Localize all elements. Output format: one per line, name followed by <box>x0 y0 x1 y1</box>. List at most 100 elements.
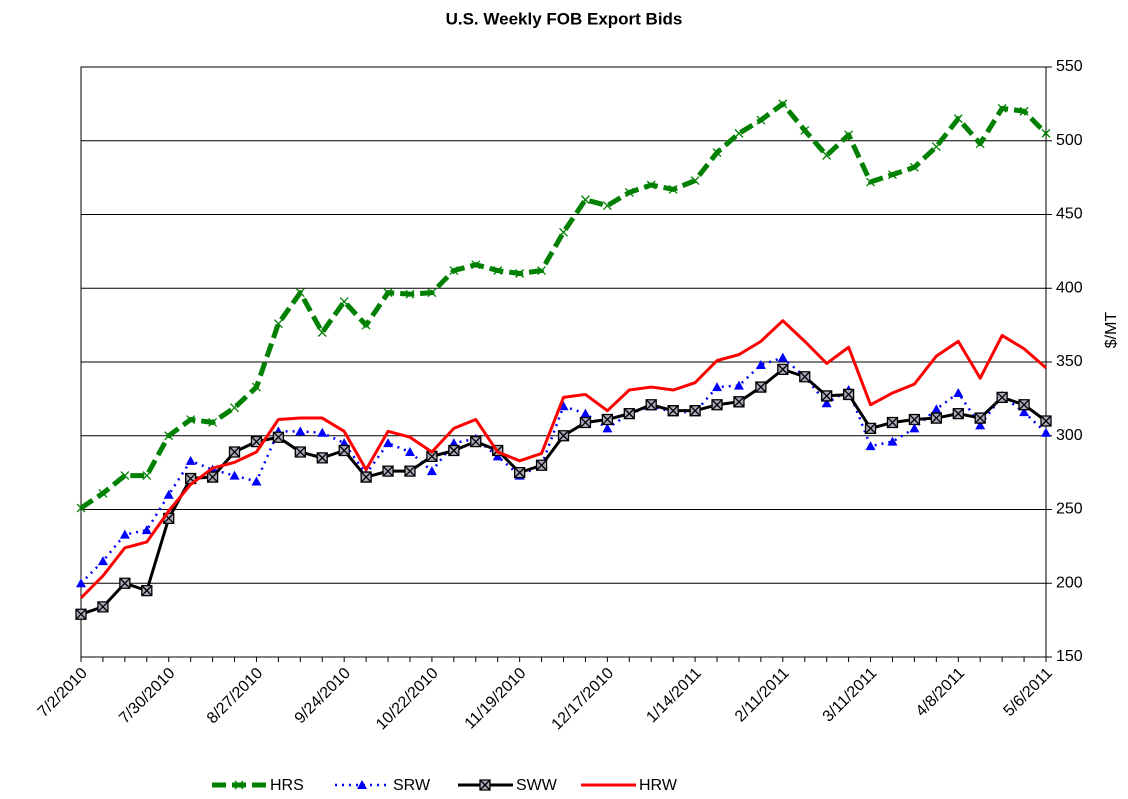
marker <box>646 180 656 190</box>
chart-title: U.S. Weekly FOB Export Bids <box>446 9 683 28</box>
marker <box>1040 415 1052 427</box>
legend-label: SWW <box>516 777 558 794</box>
marker <box>120 471 130 481</box>
marker <box>295 426 306 436</box>
y-tick-label: 200 <box>1056 574 1083 591</box>
marker <box>734 128 744 138</box>
marker <box>580 195 590 205</box>
marker <box>317 427 328 437</box>
marker <box>733 380 744 390</box>
marker <box>953 114 963 124</box>
marker <box>317 328 327 337</box>
marker <box>579 416 592 429</box>
marker <box>778 99 788 109</box>
legend-label: HRW <box>639 777 678 794</box>
marker <box>426 466 437 476</box>
marker <box>449 266 459 276</box>
marker <box>360 471 372 483</box>
y-tick-label: 550 <box>1056 58 1083 75</box>
marker <box>623 407 635 420</box>
y-tick-label: 450 <box>1056 206 1083 223</box>
marker <box>404 446 415 456</box>
marker <box>316 452 328 464</box>
marker <box>1019 106 1029 116</box>
marker <box>997 103 1007 113</box>
marker <box>228 446 241 458</box>
marker <box>272 431 285 443</box>
marker <box>930 412 942 424</box>
marker <box>251 382 261 392</box>
marker <box>667 405 679 417</box>
series-line <box>80 356 1047 585</box>
x-tick-label: 4/8/2011 <box>913 665 968 720</box>
marker <box>755 359 766 369</box>
marker <box>339 297 349 306</box>
series-line <box>79 319 1047 600</box>
marker <box>471 260 481 270</box>
y-axis-label: $/MT <box>1103 312 1120 349</box>
marker <box>974 412 986 424</box>
marker <box>931 404 942 414</box>
marker <box>602 201 612 211</box>
x-tick-label: 1/14/2011 <box>643 665 705 727</box>
marker <box>756 115 766 125</box>
marker <box>163 489 174 499</box>
marker <box>382 465 394 477</box>
marker <box>361 320 371 330</box>
legend-marker <box>234 780 244 790</box>
marker <box>931 142 941 152</box>
marker <box>733 396 745 408</box>
marker <box>777 363 789 376</box>
marker <box>952 407 964 420</box>
marker <box>864 422 877 435</box>
marker <box>821 398 832 408</box>
marker <box>645 399 657 411</box>
marker <box>383 288 393 298</box>
marker <box>1018 399 1030 411</box>
x-tick-label: 8/27/2010 <box>204 665 266 727</box>
marker <box>142 471 152 481</box>
marker <box>230 403 239 413</box>
marker <box>426 450 438 463</box>
marker <box>404 465 416 477</box>
marker <box>909 423 920 433</box>
marker <box>580 408 591 418</box>
y-tick-label: 500 <box>1056 132 1083 149</box>
marker <box>76 578 86 588</box>
marker <box>865 441 876 451</box>
y-tick-label: 150 <box>1056 648 1083 665</box>
marker <box>601 413 614 426</box>
marker <box>383 438 394 448</box>
marker <box>206 471 219 483</box>
marker <box>602 423 613 433</box>
y-tick-label: 250 <box>1056 501 1083 518</box>
marker <box>689 405 701 417</box>
x-tick-label: 9/24/2010 <box>292 665 354 727</box>
marker <box>427 288 437 298</box>
marker <box>887 436 898 446</box>
marker <box>75 608 87 620</box>
marker <box>470 436 482 448</box>
marker <box>975 420 986 430</box>
marker <box>185 455 196 465</box>
x-tick-label: 12/17/2010 <box>549 665 618 734</box>
marker <box>800 125 810 135</box>
y-tick-label: 400 <box>1056 279 1083 296</box>
marker <box>97 601 109 613</box>
marker <box>668 184 678 194</box>
legend-marker <box>357 780 367 789</box>
marker <box>186 415 196 424</box>
marker <box>515 269 525 278</box>
legend-marker <box>479 779 491 791</box>
legend-label: HRS <box>270 777 304 794</box>
marker <box>799 371 811 383</box>
marker <box>448 444 460 457</box>
x-tick-label: 10/22/2010 <box>373 665 442 734</box>
x-tick-label: 11/19/2010 <box>462 665 530 733</box>
marker <box>755 381 767 393</box>
marker <box>98 488 108 498</box>
marker <box>119 577 131 589</box>
series-line <box>79 101 1048 511</box>
marker <box>141 584 153 597</box>
